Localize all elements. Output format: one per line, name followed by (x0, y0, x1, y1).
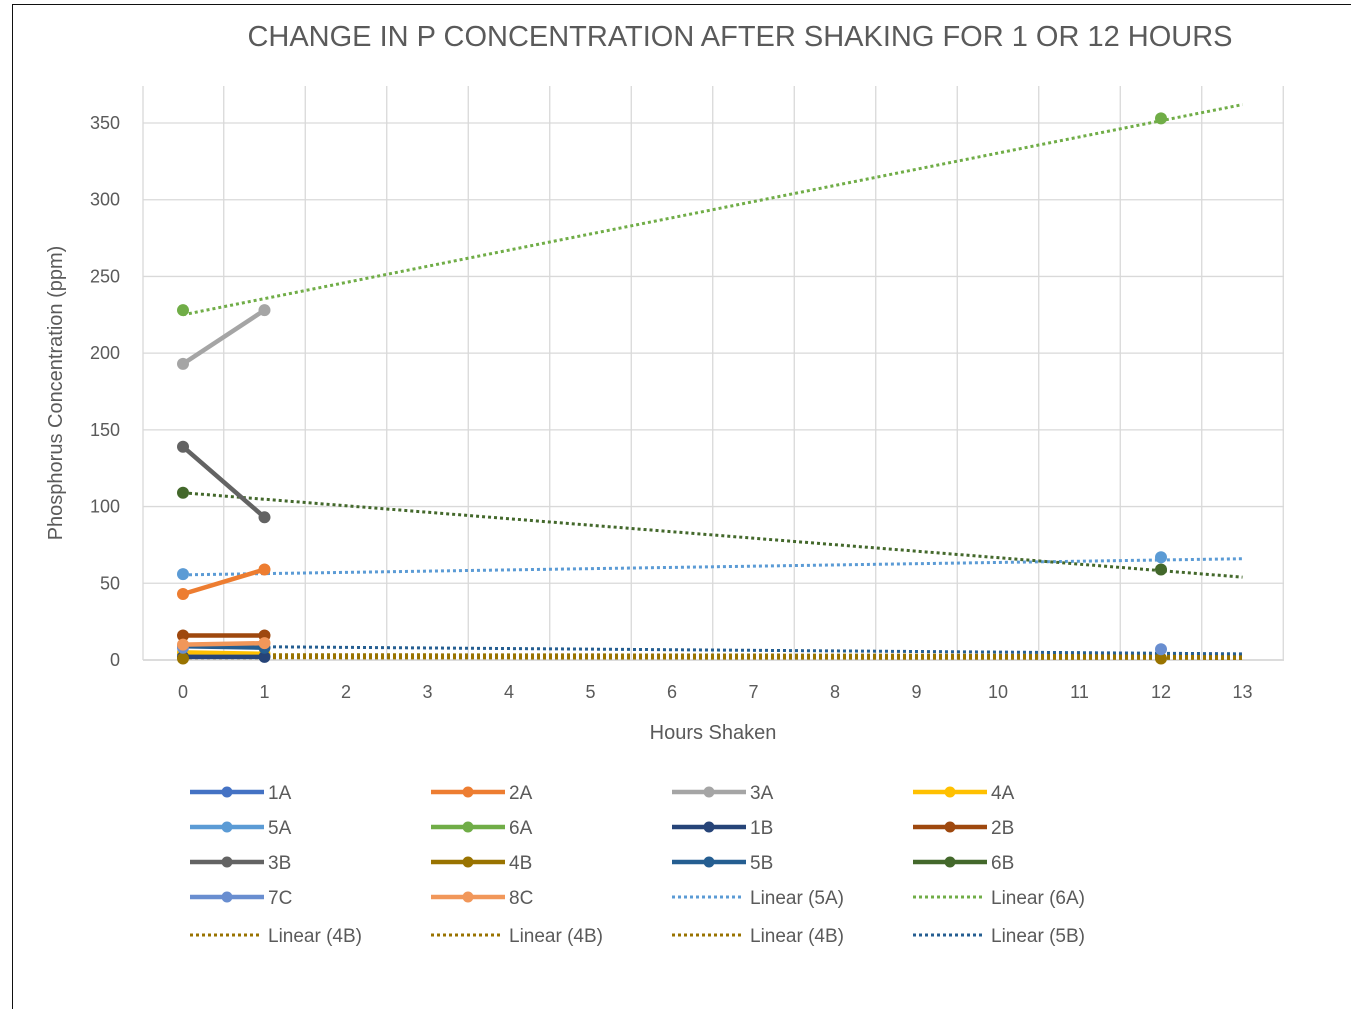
legend: 1A 2A 3A 4A 5A 6A 1B 2B 3B 4B 5B 6B 7C 8C Linear (5A) L… (190, 783, 1085, 947)
legend-label: Linear (5A) (750, 888, 844, 909)
data-point (1155, 563, 1167, 576)
x-tick-label: 5 (585, 682, 595, 702)
data-point (177, 304, 189, 317)
legend-label: 2B (991, 818, 1014, 839)
legend-marker (221, 786, 233, 798)
series-line (180, 650, 267, 657)
y-tick-label: 200 (90, 343, 120, 363)
legend-label: 2A (509, 783, 533, 804)
trendline (182, 656, 1243, 660)
y-tick-label: 300 (90, 190, 120, 210)
y-tick-label: 150 (90, 420, 120, 440)
legend-label: 1B (750, 818, 773, 839)
data-point (177, 357, 189, 370)
data-point (177, 568, 189, 581)
x-tick-label: 0 (178, 682, 188, 702)
x-axis-ticks: 0 1 2 3 4 5 6 7 8 9 10 11 12 13 (178, 682, 1253, 702)
chart-title: CHANGE IN P CONCENTRATION AFTER SHAKING … (247, 21, 1232, 53)
legend-label: Linear (6A) (991, 888, 1085, 909)
legend-marker (944, 856, 956, 868)
legend-marker (703, 821, 715, 833)
legend-label: 6A (509, 818, 533, 839)
legend-marker (221, 891, 233, 903)
data-point (258, 563, 271, 576)
x-tick-label: 3 (422, 682, 432, 702)
legend-label: Linear (4B) (509, 926, 603, 947)
legend-label: Linear (4B) (750, 926, 844, 947)
y-axis-label: Phosphorus Concentration (ppm) (45, 246, 67, 541)
data-point (177, 588, 189, 601)
y-tick-label: 0 (110, 650, 120, 670)
y-tick-label: 50 (100, 573, 120, 593)
series-line (180, 307, 267, 367)
legend-marker (944, 786, 956, 798)
legend-label: 5A (268, 818, 292, 839)
data-series (177, 112, 1167, 665)
x-tick-label: 6 (667, 682, 677, 702)
legend-marker (462, 856, 474, 868)
legend-label: Linear (4B) (268, 926, 362, 947)
trendline (182, 653, 1243, 657)
data-point (177, 440, 189, 453)
data-point (1155, 112, 1167, 125)
series-line (180, 567, 267, 597)
data-point (258, 637, 271, 650)
data-point (258, 304, 271, 317)
chart-frame (12, 4, 1351, 1009)
trendline (182, 654, 1243, 659)
legend-label: 8C (509, 888, 533, 909)
data-point (1155, 551, 1167, 564)
y-tick-label: 250 (90, 266, 120, 286)
legend-label: 5B (750, 853, 773, 874)
x-axis-label: Hours Shaken (650, 722, 777, 744)
data-point (177, 652, 189, 665)
data-point (258, 650, 271, 663)
legend-label: 4A (991, 783, 1015, 804)
data-point (177, 629, 189, 642)
x-tick-label: 8 (830, 682, 840, 702)
legend-label: 3B (268, 853, 291, 874)
y-tick-label: 350 (90, 113, 120, 133)
legend-label: Linear (5B) (991, 926, 1085, 947)
y-axis-ticks: 0 50 100 150 200 250 300 350 (90, 113, 120, 670)
trendline (182, 103, 1243, 317)
legend-marker (703, 786, 715, 798)
series-line (180, 640, 267, 647)
data-point (177, 638, 189, 651)
gridlines (142, 86, 1284, 661)
trendline (182, 557, 1243, 577)
legend-label: 1A (268, 783, 292, 804)
data-point (177, 486, 189, 499)
legend-marker (221, 856, 233, 868)
x-tick-label: 7 (748, 682, 758, 702)
legend-marker (462, 821, 474, 833)
legend-marker (221, 821, 233, 833)
series-line (180, 444, 267, 520)
x-tick-label: 13 (1232, 682, 1252, 702)
x-tick-label: 9 (911, 682, 921, 702)
y-tick-label: 100 (90, 497, 120, 517)
trendline (182, 644, 1243, 656)
x-tick-label: 12 (1151, 682, 1171, 702)
legend-marker (462, 786, 474, 798)
trendlines (182, 103, 1243, 660)
legend-label: 6B (991, 853, 1014, 874)
legend-marker (944, 821, 956, 833)
x-tick-label: 1 (259, 682, 269, 702)
data-point (258, 511, 271, 524)
legend-label: 4B (509, 853, 532, 874)
x-tick-label: 10 (988, 682, 1008, 702)
x-tick-label: 11 (1070, 682, 1089, 702)
x-tick-label: 4 (504, 682, 514, 702)
data-point (1155, 652, 1167, 665)
x-tick-label: 2 (341, 682, 351, 702)
legend-label: 3A (750, 783, 774, 804)
legend-label: 7C (268, 888, 292, 909)
data-point (1155, 643, 1167, 656)
legend-marker (462, 891, 474, 903)
legend-marker (703, 856, 715, 868)
